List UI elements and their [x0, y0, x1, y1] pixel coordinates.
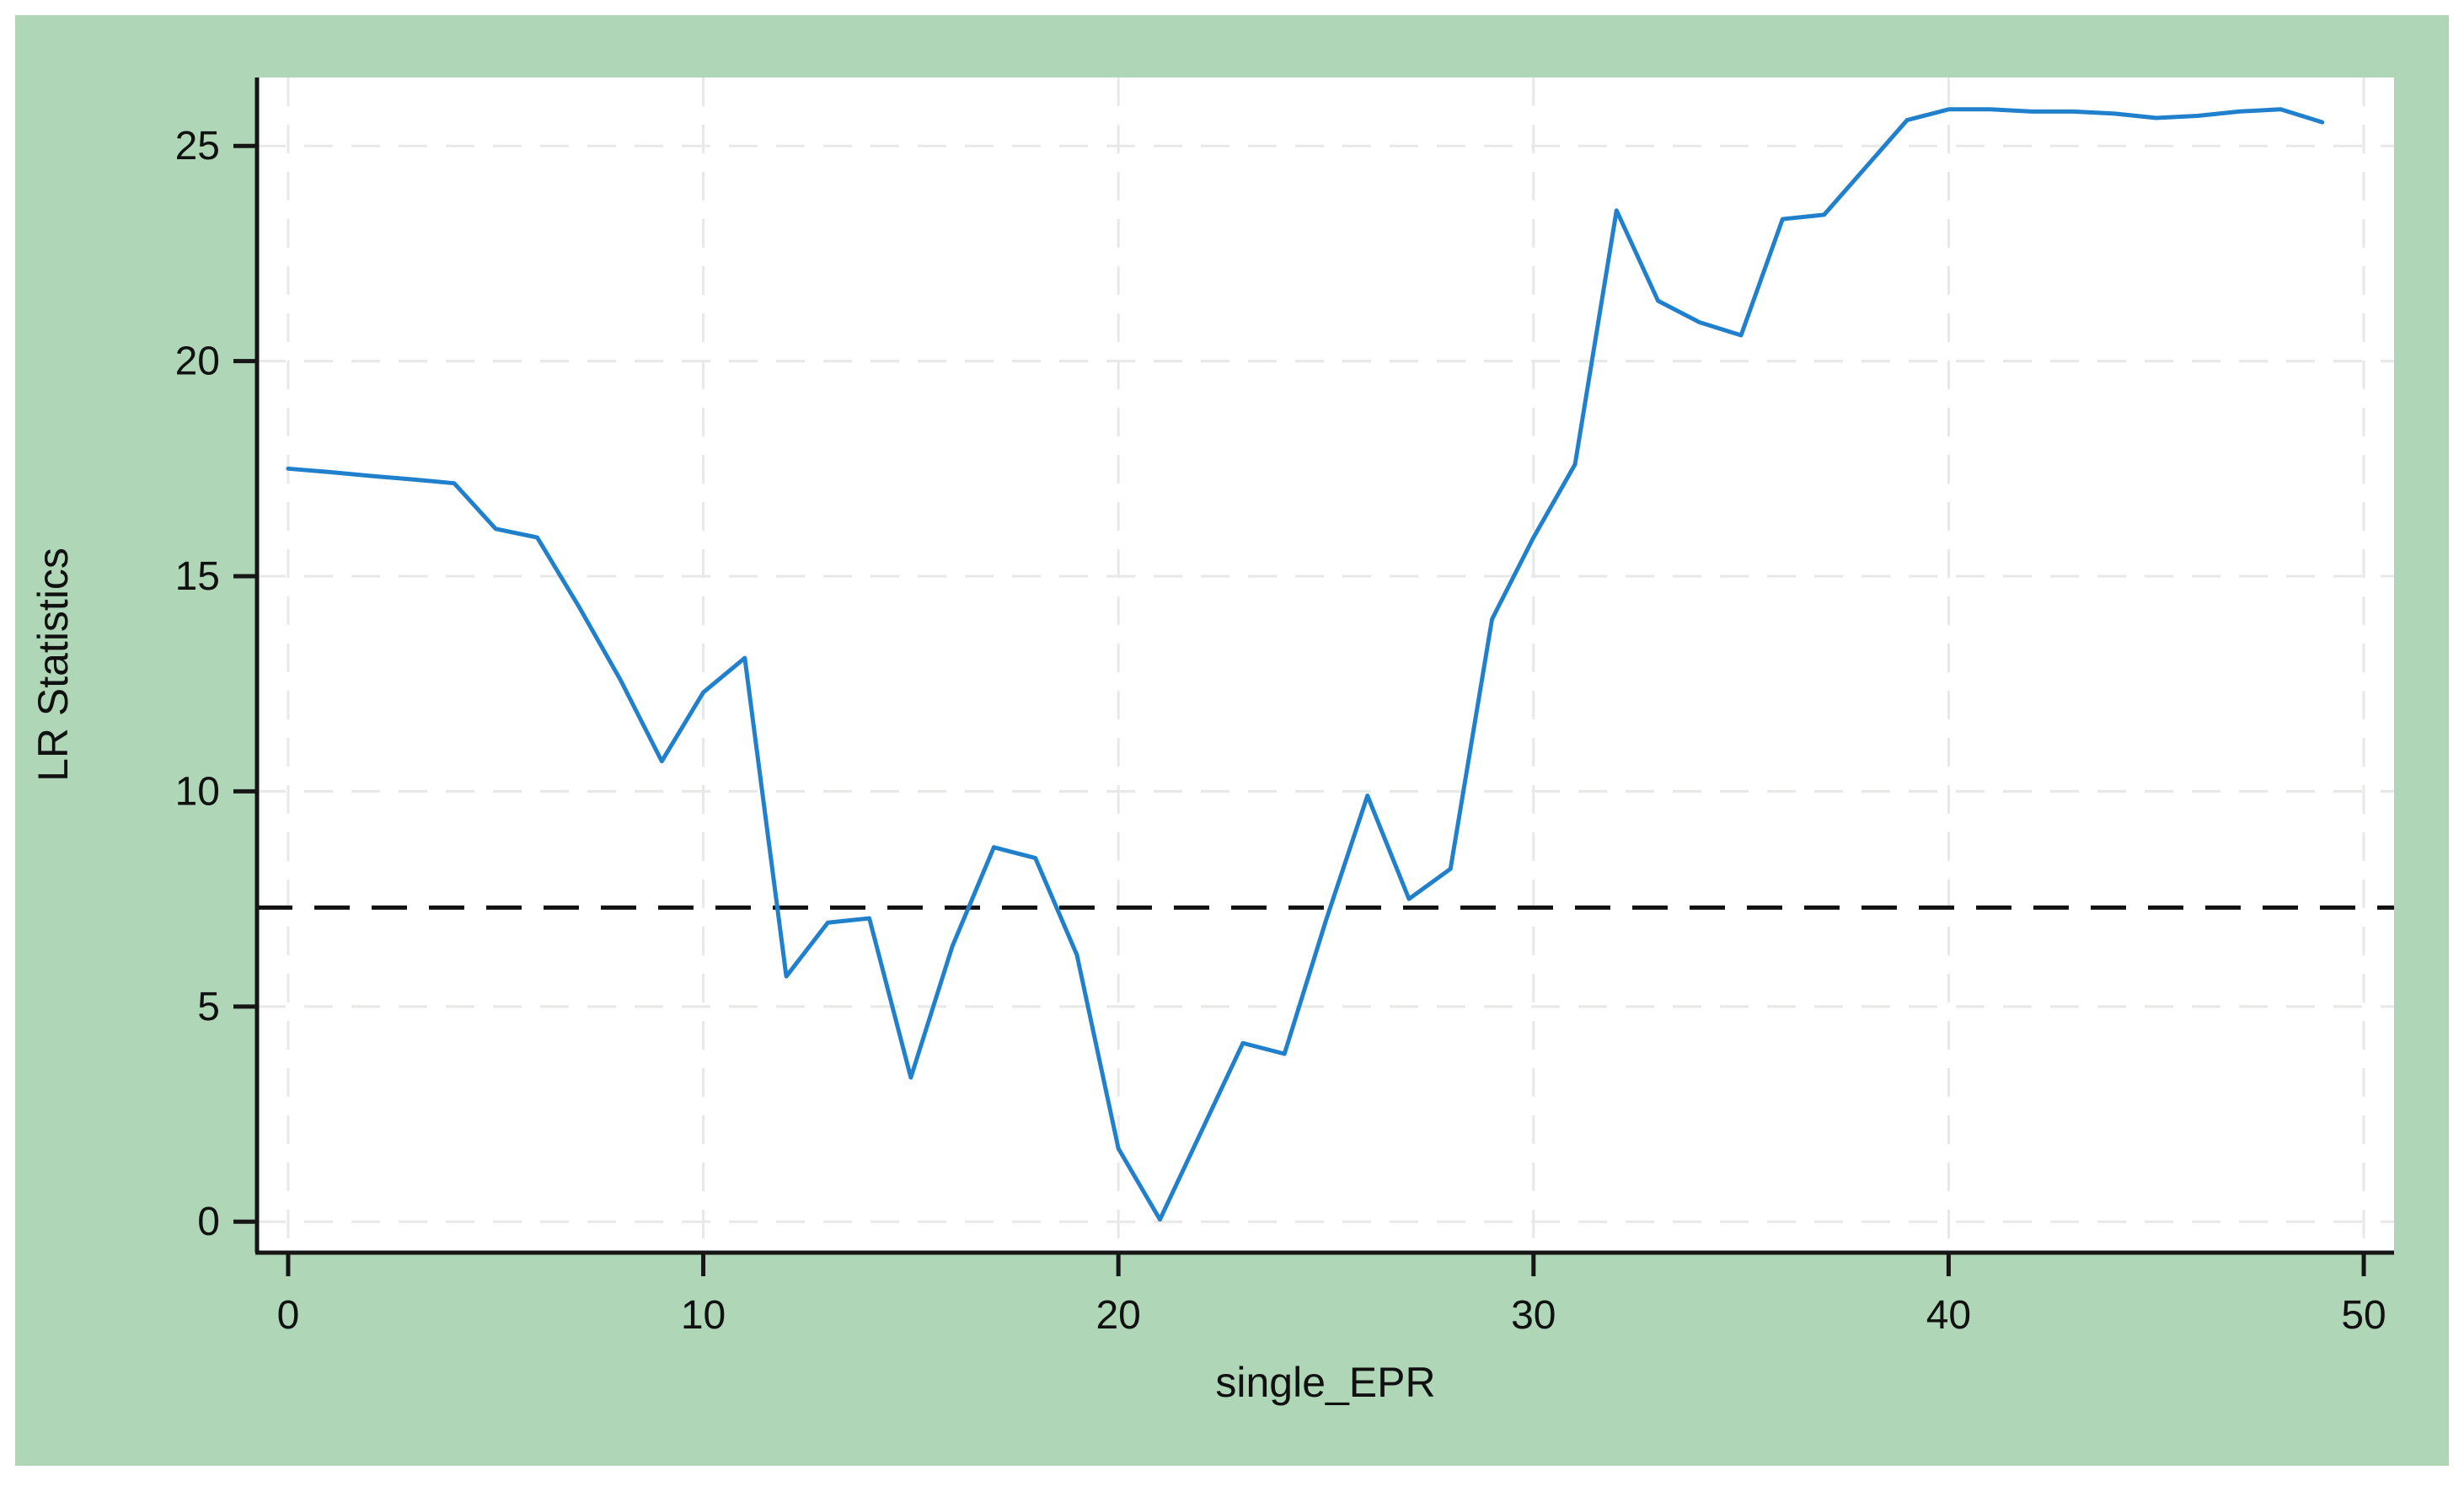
x-tick-label: 20 — [1095, 1293, 1140, 1338]
y-axis-title: LR Statistics — [29, 548, 77, 782]
lr-statistic-series-line — [286, 107, 2325, 1222]
y-tick-label: 20 — [175, 339, 220, 384]
x-tick-label: 0 — [277, 1293, 300, 1338]
x-tick-label: 30 — [1511, 1293, 1556, 1338]
x-tick-label: 10 — [681, 1293, 726, 1338]
y-tick-label: 5 — [197, 985, 220, 1029]
chart-panel: 0 5 10 15 20 25 0 10 20 30 40 50 LR Statistics sing… — [15, 15, 2449, 1466]
y-tick-label: 0 — [197, 1200, 220, 1244]
gridlines — [257, 78, 2394, 1253]
chart-svg: 0 5 10 15 20 25 0 10 20 30 40 50 LR Statistics sing… — [15, 15, 2449, 1466]
x-tick-label: 40 — [1926, 1293, 1971, 1338]
plot-area — [257, 78, 2394, 1253]
y-tick-label: 15 — [175, 554, 220, 599]
axis-ticks: 0 5 10 15 20 25 0 10 20 30 40 50 — [175, 124, 2386, 1338]
x-axis-title: single_EPR — [1215, 1359, 1435, 1406]
y-tick-label: 10 — [175, 769, 220, 814]
y-tick-label: 25 — [175, 124, 220, 168]
x-tick-label: 50 — [2341, 1293, 2386, 1338]
